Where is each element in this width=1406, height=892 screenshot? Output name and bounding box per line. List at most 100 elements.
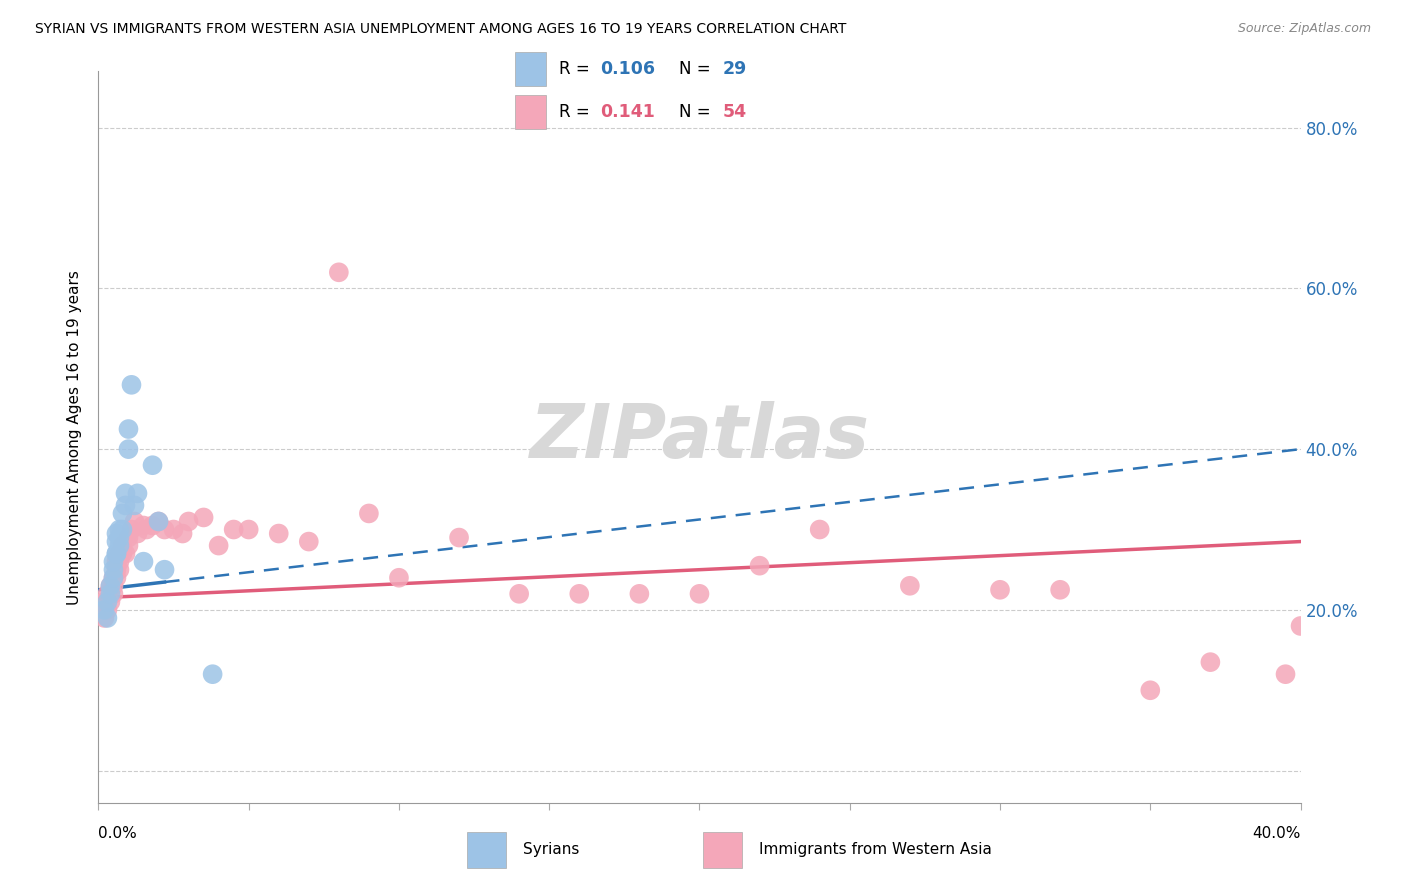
Point (103, 579, 125, 593)
Text: Syrians: Syrians (523, 842, 579, 857)
Point (93, 611, 115, 625)
Point (988, 582, 1011, 597)
Text: SYRIAN VS IMMIGRANTS FROM WESTERN ASIA UNEMPLOYMENT AMONG AGES 16 TO 19 YEARS CO: SYRIAN VS IMMIGRANTS FROM WESTERN ASIA U… (35, 22, 846, 37)
Text: 0.0%: 0.0% (98, 827, 138, 841)
Point (108, 531, 131, 545)
Point (111, 539, 134, 553)
Point (388, 571, 411, 585)
Point (689, 587, 711, 601)
Point (127, 486, 149, 500)
Point (100, 587, 122, 601)
Point (153, 563, 176, 577)
Point (103, 571, 125, 585)
Point (108, 539, 131, 553)
Point (898, 579, 921, 593)
Point (328, 265, 350, 279)
Text: 29: 29 (723, 60, 747, 78)
Point (808, 523, 831, 537)
Point (93, 603, 115, 617)
Point (1139, 683, 1161, 698)
Point (148, 515, 170, 529)
FancyBboxPatch shape (467, 831, 506, 868)
Point (148, 515, 170, 529)
Point (208, 539, 231, 553)
Point (222, 523, 245, 537)
Text: 0.141: 0.141 (600, 103, 655, 121)
FancyBboxPatch shape (703, 831, 742, 868)
Point (141, 518, 163, 533)
Text: Immigrants from Western Asia: Immigrants from Western Asia (759, 842, 993, 857)
Point (93, 595, 115, 609)
Y-axis label: Unemployment Among Ages 16 to 19 years: Unemployment Among Ages 16 to 19 years (67, 269, 83, 605)
Point (111, 523, 134, 537)
Point (298, 534, 321, 549)
Point (153, 523, 176, 537)
FancyBboxPatch shape (516, 95, 547, 129)
Point (111, 547, 134, 561)
Point (117, 531, 139, 545)
Point (201, 667, 224, 681)
Point (103, 563, 125, 577)
Point (508, 587, 530, 601)
Point (105, 547, 128, 561)
Point (172, 526, 194, 541)
Point (357, 507, 380, 521)
Point (105, 555, 128, 569)
Text: ZIPatlas: ZIPatlas (530, 401, 869, 474)
Point (96, 611, 118, 625)
Point (132, 518, 155, 533)
Point (568, 587, 591, 601)
Point (177, 515, 200, 529)
Point (105, 534, 128, 549)
Point (108, 563, 131, 577)
Point (114, 486, 136, 500)
Text: R =: R = (558, 60, 595, 78)
FancyBboxPatch shape (516, 52, 547, 86)
Text: N =: N = (679, 60, 716, 78)
Point (105, 526, 128, 541)
Point (108, 523, 131, 537)
Point (748, 558, 770, 573)
Point (628, 587, 651, 601)
Point (124, 499, 146, 513)
Text: N =: N = (679, 103, 716, 121)
Point (105, 571, 128, 585)
Point (114, 499, 136, 513)
Point (135, 523, 157, 537)
Point (141, 458, 163, 473)
Point (100, 579, 122, 593)
Point (117, 422, 139, 436)
Point (447, 531, 470, 545)
Point (105, 563, 128, 577)
Text: 0.106: 0.106 (600, 60, 655, 78)
Point (117, 442, 139, 457)
Point (117, 539, 139, 553)
Point (100, 579, 122, 593)
Point (267, 526, 290, 541)
Text: R =: R = (558, 103, 595, 121)
Point (238, 523, 260, 537)
Point (124, 515, 146, 529)
Point (100, 595, 122, 609)
Point (103, 555, 125, 569)
Point (105, 547, 128, 561)
Point (1049, 582, 1071, 597)
Point (162, 523, 184, 537)
Text: 40.0%: 40.0% (1253, 827, 1301, 841)
Point (1289, 619, 1312, 633)
Point (1274, 667, 1296, 681)
Point (111, 507, 134, 521)
Point (127, 526, 149, 541)
Text: Source: ZipAtlas.com: Source: ZipAtlas.com (1237, 22, 1371, 36)
Point (121, 523, 143, 537)
Text: 54: 54 (723, 103, 747, 121)
Point (96, 603, 118, 617)
Point (132, 555, 155, 569)
Point (96, 587, 118, 601)
Point (103, 571, 125, 585)
Point (121, 377, 143, 392)
Point (108, 547, 131, 561)
Point (114, 547, 136, 561)
Point (103, 587, 125, 601)
Point (96, 595, 118, 609)
